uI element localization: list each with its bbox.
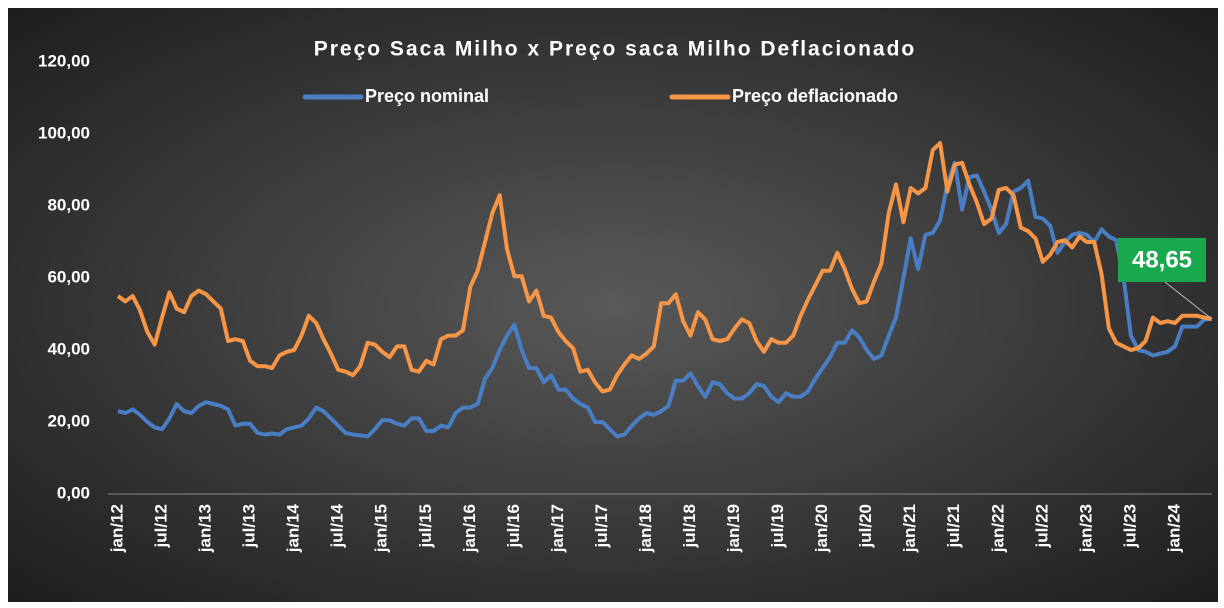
y-tick-label: 40,00: [47, 339, 90, 358]
x-tick-label: jul/12: [152, 504, 171, 548]
x-tick-label: jan/23: [1076, 504, 1095, 553]
y-tick-label: 120,00: [38, 51, 90, 70]
x-tick-label: jul/14: [328, 503, 347, 548]
x-tick-label: jan/17: [548, 504, 567, 553]
x-tick-label: jan/21: [900, 504, 919, 553]
y-tick-label: 20,00: [47, 411, 90, 430]
line-series: [117, 160, 1212, 439]
annotation-leader: [1164, 281, 1212, 320]
x-tick-label: jan/20: [812, 504, 831, 553]
x-tick-label: jul/13: [240, 504, 259, 548]
y-tick-label: 60,00: [47, 267, 90, 286]
x-tick-label: jan/19: [724, 504, 743, 553]
chart-title: Preço Saca Milho x Preço saca Milho Defl…: [314, 38, 917, 61]
x-tick-label: jan/16: [460, 504, 479, 553]
x-tick-label: jan/15: [372, 504, 391, 553]
x-tick-label: jul/16: [504, 504, 523, 548]
x-tick-label: jul/20: [856, 504, 875, 548]
legend-label: Preço deflacionado: [732, 86, 898, 106]
x-tick-label: jul/17: [592, 504, 611, 548]
x-tick-label: jul/19: [768, 504, 787, 548]
x-tick-label: jul/23: [1120, 504, 1139, 548]
x-tick-label: jan/12: [107, 504, 126, 553]
x-tick-label: jan/24: [1164, 503, 1183, 553]
y-tick-label: 100,00: [38, 123, 90, 142]
x-tick-label: jul/22: [1032, 504, 1051, 548]
x-tick-label: jul/21: [944, 504, 963, 548]
x-tick-label: jan/13: [196, 504, 215, 553]
legend-label: Preço nominal: [365, 86, 489, 106]
annotation-label: 48,65: [1132, 246, 1192, 273]
y-tick-label: 0,00: [57, 483, 90, 502]
annotation-box: [1118, 238, 1206, 282]
line-series: [116, 141, 1213, 394]
x-tick-label: jul/18: [680, 504, 699, 548]
chart-background: [8, 8, 1218, 602]
x-tick-label: jul/15: [416, 504, 435, 548]
x-tick-label: jan/18: [636, 504, 655, 553]
y-tick-label: 80,00: [47, 195, 90, 214]
x-tick-label: jan/14: [284, 503, 303, 553]
x-tick-label: jan/22: [988, 504, 1007, 553]
